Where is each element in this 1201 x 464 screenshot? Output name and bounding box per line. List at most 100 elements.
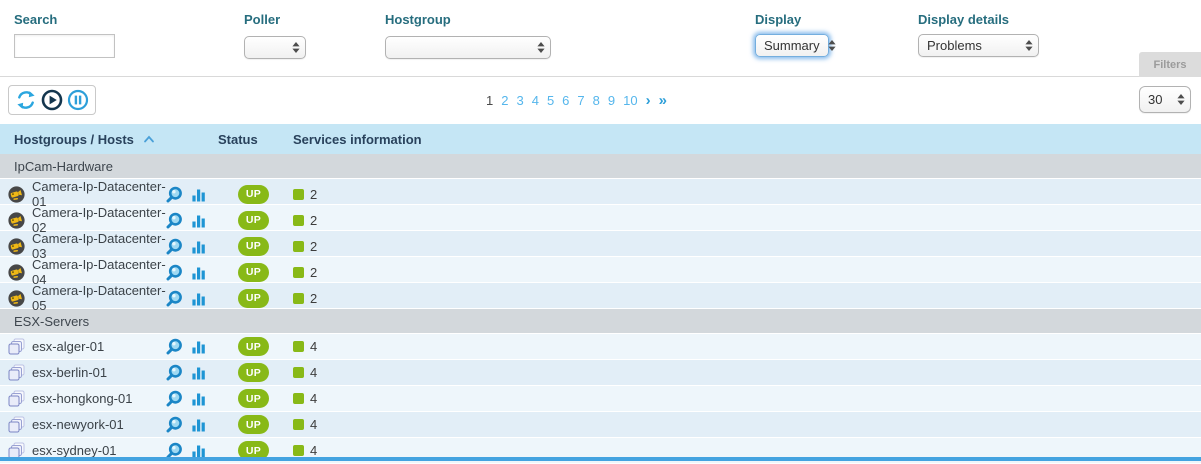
host-name-link[interactable]: Camera-Ip-Datacenter-05 — [32, 283, 166, 313]
service-ok-count[interactable]: 4 — [310, 417, 318, 432]
poller-label: Poller — [244, 12, 281, 27]
filters-tab[interactable]: Filters — [1139, 52, 1201, 77]
status-badge: UP — [238, 389, 269, 408]
hostgroup-select[interactable] — [385, 35, 551, 59]
pagination-next-icon[interactable]: › — [645, 92, 651, 109]
poller-select[interactable] — [244, 35, 306, 59]
page-size-select[interactable]: 30 — [1139, 86, 1191, 113]
service-ok-count[interactable]: 4 — [310, 365, 318, 380]
pagination-page-link[interactable]: 8 — [592, 93, 600, 108]
search-input[interactable] — [14, 34, 115, 58]
poller-filter-group: Poller — [244, 12, 306, 59]
host-status-cell: UP — [218, 210, 293, 230]
host-row: Camera-Ip-Datacenter-03 UP 2 — [0, 231, 1201, 261]
status-badge: UP — [238, 184, 269, 204]
host-row: esx-berlin-01 UP 4 — [0, 360, 1201, 386]
service-ok-count[interactable]: 2 — [310, 186, 318, 202]
service-ok-count[interactable]: 4 — [310, 339, 318, 354]
column-header-label: Status — [218, 131, 258, 147]
magnifier-icon[interactable] — [166, 364, 183, 381]
pagination-last-icon[interactable]: » — [658, 92, 667, 109]
bar-chart-icon[interactable] — [190, 364, 207, 381]
service-ok-count[interactable]: 2 — [310, 212, 318, 228]
camera-icon — [8, 211, 25, 229]
bar-chart-icon[interactable] — [190, 390, 207, 407]
pagination-page-link[interactable]: 5 — [546, 93, 555, 108]
hostgroup-name: IpCam-Hardware — [14, 158, 113, 174]
host-status-cell: UP — [218, 288, 293, 308]
service-ok-count[interactable]: 4 — [310, 391, 318, 406]
bar-chart-icon[interactable] — [190, 290, 207, 307]
magnifier-icon[interactable] — [166, 264, 183, 281]
pagination-page-link[interactable]: 3 — [516, 93, 524, 108]
magnifier-icon[interactable] — [166, 238, 183, 255]
pause-icon[interactable] — [67, 89, 89, 111]
bar-chart-icon[interactable] — [190, 416, 207, 433]
service-ok-square — [293, 266, 304, 278]
service-ok-square — [293, 292, 304, 304]
bar-chart-icon[interactable] — [190, 338, 207, 355]
bar-chart-icon[interactable] — [190, 186, 207, 203]
services-info-cell: 2 — [293, 265, 1201, 280]
column-header-hostgroups-hosts[interactable]: Hostgroups / Hosts — [0, 132, 218, 147]
host-name-link[interactable]: esx-sydney-01 — [32, 443, 117, 458]
bar-chart-icon[interactable] — [190, 212, 207, 229]
host-name-link[interactable]: esx-alger-01 — [32, 339, 105, 354]
stacked-squares-icon — [8, 442, 25, 459]
pagination-page-link[interactable]: 6 — [562, 93, 570, 108]
display-select-value: Summary — [764, 38, 820, 53]
host-name-link[interactable]: Camera-Ip-Datacenter-01 — [32, 179, 166, 209]
host-name-link[interactable]: Camera-Ip-Datacenter-03 — [32, 231, 166, 261]
display-details-select-value: Problems — [927, 38, 982, 53]
bar-chart-icon[interactable] — [190, 264, 207, 281]
pagination-page-link[interactable]: 10 — [623, 93, 638, 108]
bar-chart-icon[interactable] — [190, 238, 207, 255]
service-ok-count[interactable]: 4 — [310, 443, 318, 458]
host-name-link[interactable]: esx-newyork-01 — [32, 417, 124, 432]
service-ok-count[interactable]: 2 — [310, 238, 318, 254]
filter-band: Search Poller Hostgroup Display Summary — [0, 0, 1201, 77]
display-details-select[interactable]: Problems — [918, 34, 1039, 57]
column-header-status[interactable]: Status — [218, 132, 293, 147]
play-icon[interactable] — [41, 89, 63, 111]
host-name-cell: Camera-Ip-Datacenter-05 — [0, 283, 166, 313]
magnifier-icon[interactable] — [166, 186, 183, 203]
services-info-cell: 4 — [293, 339, 1201, 354]
column-header-services-information[interactable]: Services information — [293, 132, 1201, 147]
host-name-link[interactable]: Camera-Ip-Datacenter-04 — [32, 257, 166, 287]
host-status-cell: UP — [218, 236, 293, 256]
service-ok-count[interactable]: 2 — [310, 264, 318, 280]
refresh-icon[interactable] — [15, 89, 37, 111]
pagination-page-link[interactable]: 7 — [577, 93, 585, 108]
magnifier-icon[interactable] — [166, 338, 183, 355]
magnifier-icon[interactable] — [166, 442, 183, 459]
magnifier-icon[interactable] — [166, 212, 183, 229]
host-row: Camera-Ip-Datacenter-04 UP 2 — [0, 257, 1201, 287]
toolbar: 1 2 3 4 5 6 7 8 9 10 › » 30 — [0, 77, 1201, 124]
hostgroup-filter-group: Hostgroup — [385, 12, 551, 59]
pagination-page-link[interactable]: 9 — [607, 93, 616, 108]
host-row: esx-hongkong-01 UP 4 — [0, 386, 1201, 412]
camera-icon — [8, 289, 25, 307]
display-select[interactable]: Summary — [755, 34, 836, 57]
status-badge: UP — [238, 210, 269, 230]
host-row: esx-newyork-01 UP 4 — [0, 412, 1201, 438]
pagination-page-link[interactable]: 2 — [501, 93, 509, 108]
host-name-link[interactable]: esx-hongkong-01 — [32, 391, 133, 406]
host-actions-cell — [166, 390, 218, 407]
magnifier-icon[interactable] — [166, 390, 183, 407]
column-header-label: Services information — [293, 131, 422, 147]
pagination-current-page[interactable]: 1 — [486, 93, 494, 108]
service-ok-square — [293, 214, 304, 226]
service-ok-square — [293, 419, 304, 430]
host-name-link[interactable]: Camera-Ip-Datacenter-02 — [32, 205, 166, 235]
pagination-page-link[interactable]: 4 — [531, 93, 539, 108]
service-ok-count[interactable]: 2 — [310, 290, 318, 306]
bar-chart-icon[interactable] — [190, 442, 207, 459]
host-name-link[interactable]: esx-berlin-01 — [32, 365, 108, 380]
magnifier-icon[interactable] — [166, 416, 183, 433]
magnifier-icon[interactable] — [166, 290, 183, 307]
host-actions-cell — [166, 186, 218, 203]
host-status-cell: UP — [218, 184, 293, 204]
column-header-label: Hostgroups / Hosts — [14, 131, 134, 147]
